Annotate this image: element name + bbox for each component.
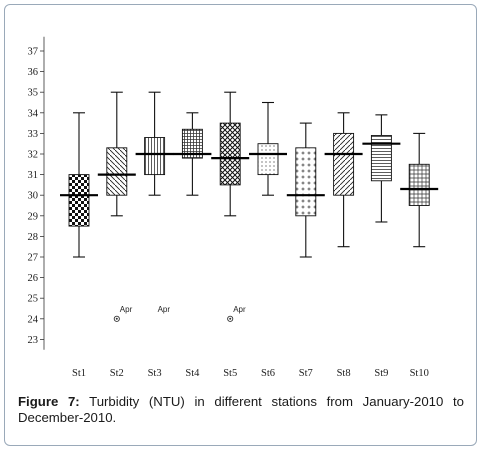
x-tick-label: St10 [410, 368, 429, 379]
outlier-st5: Apr [227, 305, 246, 322]
y-tick-label: 37 [28, 47, 39, 58]
x-tick-label: St4 [185, 368, 200, 379]
y-tick-label: 34 [28, 108, 39, 119]
y-tick-label: 36 [28, 67, 39, 78]
y-tick-label: 28 [28, 232, 39, 243]
box-st9 [362, 114, 401, 223]
x-axis-labels: St1 St2 St3 St4 St5 St6 St7 St8 St9 St10 [72, 368, 429, 379]
y-tick-label: 30 [28, 191, 39, 202]
x-tick-label: St9 [374, 368, 388, 379]
box-plot-chart: 23 24 25 26 27 28 29 30 31 32 33 34 35 36 37 St1 St2 St3… [28, 36, 439, 379]
iqr-box [219, 122, 241, 186]
x-tick-label: St7 [299, 368, 313, 379]
outlier-label: Apr [120, 305, 133, 314]
x-tick-label: St5 [223, 368, 237, 379]
iqr-box [68, 174, 90, 227]
y-tick-label: 29 [28, 211, 39, 222]
x-tick-label: St3 [148, 368, 162, 379]
caption-text: Turbidity (NTU) in different stations fr… [18, 394, 464, 425]
iqr-box [181, 128, 203, 159]
y-tick-label: 24 [28, 314, 39, 325]
boxes-group [60, 91, 439, 258]
caption-label: Figure 7: [18, 394, 80, 409]
y-axis: 23 24 25 26 27 28 29 30 31 32 33 34 35 36 37 [28, 36, 45, 350]
iqr-box [333, 132, 355, 196]
outlier-st3: Apr [158, 305, 171, 314]
y-tick-label: 35 [28, 88, 39, 99]
y-tick-label: 27 [28, 253, 39, 264]
figure-caption: Figure 7: Turbidity (NTU) in different s… [18, 394, 464, 426]
iqr-box [257, 143, 279, 176]
iqr-box [106, 147, 128, 196]
x-tick-label: St8 [337, 368, 351, 379]
y-tick-label: 25 [28, 294, 39, 305]
iqr-box [408, 163, 430, 206]
y-tick-label: 32 [28, 150, 39, 161]
box-st4 [173, 112, 212, 196]
outlier-label: Apr [233, 305, 246, 314]
y-tick-label: 26 [28, 273, 39, 284]
y-tick-label: 31 [28, 170, 39, 181]
iqr-box [295, 147, 317, 217]
y-tick-label: 23 [28, 335, 39, 346]
box-st5 [211, 91, 250, 217]
iqr-box [370, 135, 392, 182]
box-st2 [97, 91, 136, 217]
box-st6 [249, 101, 287, 196]
box-st7 [286, 122, 325, 258]
box-st1 [60, 112, 98, 258]
outliers-group: Apr Apr Apr [113, 305, 246, 322]
x-tick-label: St2 [110, 368, 124, 379]
iqr-box [144, 137, 166, 176]
box-st3 [135, 91, 174, 196]
x-tick-label: St1 [72, 368, 86, 379]
outlier-st2: Apr [113, 305, 133, 322]
y-tick-label: 33 [28, 129, 39, 140]
outlier-label: Apr [158, 305, 171, 314]
outlier-marker-dot [115, 317, 118, 320]
x-tick-label: St6 [261, 368, 275, 379]
outlier-marker-dot [229, 317, 232, 320]
box-st8 [324, 112, 363, 248]
box-st10 [400, 132, 439, 248]
